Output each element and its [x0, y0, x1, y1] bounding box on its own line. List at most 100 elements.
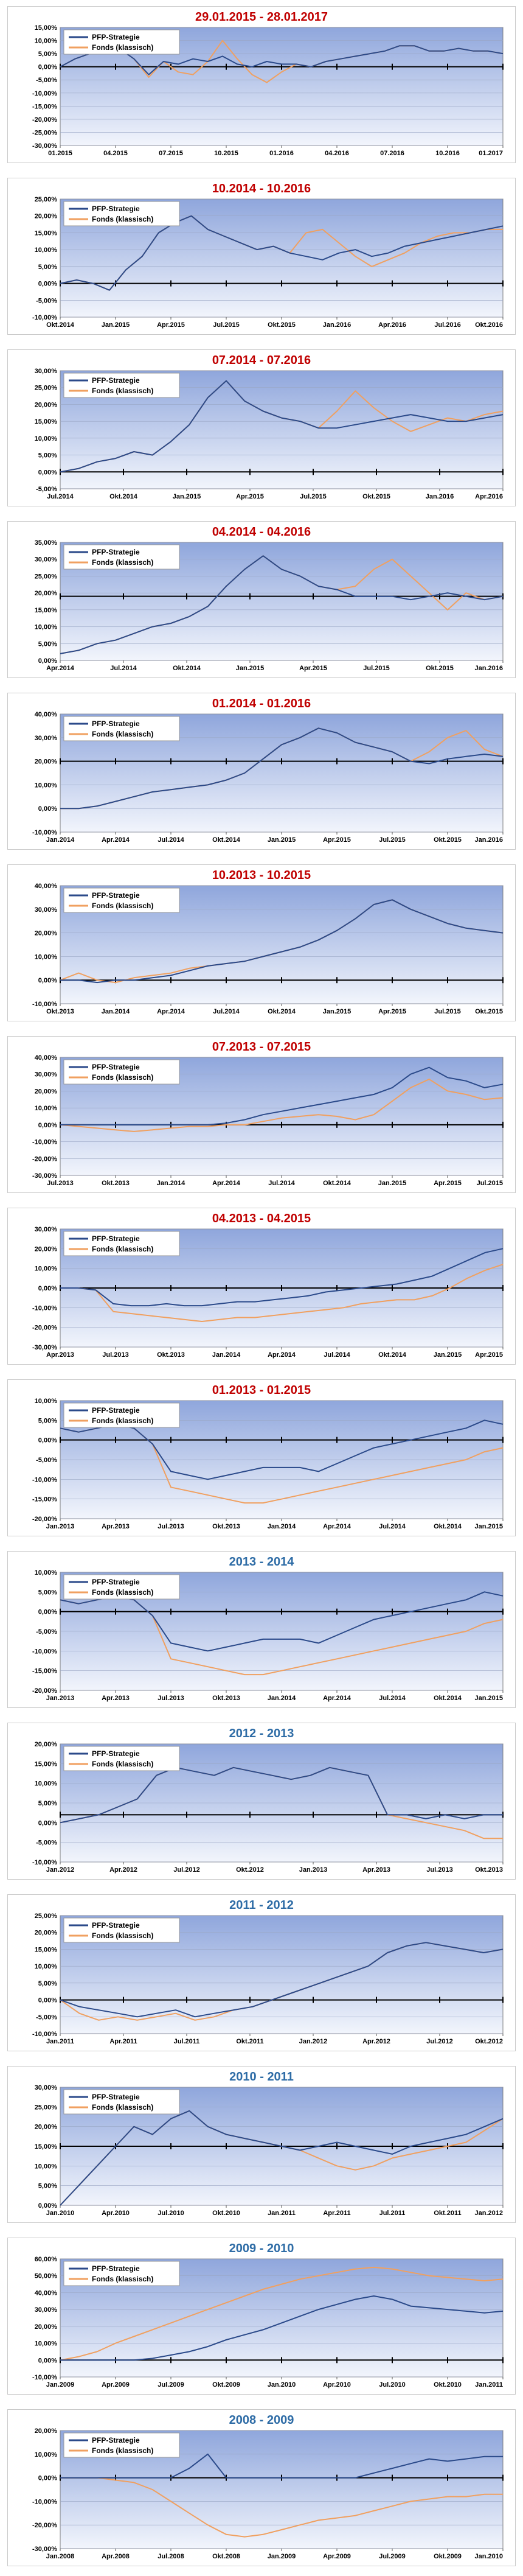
y-tick-label: -10,00% — [32, 2031, 57, 2038]
y-tick-label: 15,00% — [35, 229, 58, 237]
x-tick-label: Jul.2010 — [379, 2381, 405, 2389]
chart-svg: 15,00% 10,00% 5,00% 0,00% -5,00% -10,00% -15,0… — [32, 24, 504, 157]
y-tick-label: -5,00% — [36, 1839, 57, 1847]
chart-panel: 04.2014 - 04.2016 35,00% 30,00% 25,00% 20,00… — [7, 521, 516, 678]
x-tick-label: Jan.2010 — [268, 2381, 296, 2389]
x-tick-label: Jul.2012 — [173, 1866, 199, 1874]
y-tick-label: -10,00% — [32, 1476, 57, 1483]
chart-title: 07.2014 - 07.2016 — [212, 354, 311, 367]
legend-label-strategy: PFP-Strategie — [92, 376, 140, 385]
y-tick-label: 10,00% — [35, 782, 58, 789]
x-tick-label: Okt.2015 — [362, 493, 390, 500]
chart-title: 2008 - 2009 — [229, 2413, 294, 2427]
x-tick-label: Jul.2015 — [434, 1008, 460, 1015]
y-tick-label: 0,00% — [38, 2357, 57, 2364]
x-tick-label: Okt.2012 — [475, 2038, 503, 2045]
y-tick-label: 25,00% — [35, 385, 58, 392]
y-tick-label: 0,00% — [38, 1819, 57, 1827]
x-tick-label: Okt.2014 — [434, 1523, 462, 1530]
legend — [63, 201, 180, 226]
x-tick-label: Jan.2014 — [157, 1180, 185, 1187]
legend — [63, 1059, 180, 1085]
x-tick-label: Okt.2014 — [268, 1008, 296, 1015]
y-tick-label: 30,00% — [35, 1226, 58, 1233]
chart-panel: 2010 - 2011 30,00% 25,00% 20,00% 15,00% 10,00… — [7, 2066, 516, 2223]
x-tick-label: Jul.2010 — [158, 2210, 184, 2217]
x-tick-label: Jan.2015 — [323, 1008, 351, 1015]
x-tick-label: Jan.2015 — [102, 321, 130, 329]
y-tick-label: 20,00% — [35, 2427, 58, 2435]
x-tick-label: Apr.2015 — [434, 1180, 462, 1187]
x-tick-label: Jan.2016 — [323, 321, 351, 329]
x-tick-label: Okt.2010 — [434, 2381, 462, 2389]
x-tick-label: Jan.2015 — [173, 493, 201, 500]
x-tick-label: Okt.2010 — [212, 2210, 240, 2217]
y-tick-label: -5,00% — [36, 2014, 57, 2021]
y-tick-label: 50,00% — [35, 2273, 58, 2280]
chart-title: 2012 - 2013 — [229, 1727, 294, 1740]
y-tick-label: -5,00% — [36, 1457, 57, 1464]
chart-svg: 40,00%30,00%20,00%10,00%0,00%-10,00%Okt.… — [32, 883, 504, 1015]
legend-label-strategy: PFP-Strategie — [92, 1406, 140, 1415]
chart-panel: 01.2014 - 01.2016 40,00% 30,00% 20,00% 10,00… — [7, 693, 516, 850]
x-tick-label: Jan.2009 — [46, 2381, 74, 2389]
legend — [63, 716, 180, 741]
x-tick-label: Jan.2015 — [475, 1523, 503, 1530]
x-tick-label: Jul.2014 — [47, 493, 74, 500]
legend — [63, 1917, 180, 1943]
legend — [63, 2089, 180, 2115]
x-tick-label: Apr.2012 — [362, 2038, 390, 2045]
series-line-fund — [60, 2477, 503, 2538]
x-tick-label: Okt.2011 — [434, 2210, 461, 2217]
x-tick-label: Jul.2013 — [426, 1866, 452, 1874]
x-tick-label: Jan.2014 — [212, 1351, 241, 1359]
x-tick-label: Jul.2011 — [379, 2210, 406, 2217]
series-line-strategy — [60, 380, 504, 473]
legend — [63, 2432, 180, 2458]
chart-svg: 30,00% 25,00% 20,00% 15,00% 10,00% 5,00% 0,00%… — [35, 368, 504, 500]
x-tick-label: Okt.2009 — [212, 2381, 240, 2389]
y-tick-label: 15,00% — [35, 418, 58, 425]
x-tick-label: Jan.2016 — [475, 665, 503, 672]
x-tick-label: Jan.2014 — [268, 1695, 296, 1702]
y-tick-label: 15,00% — [35, 1760, 58, 1768]
legend — [63, 544, 180, 570]
y-tick-label: 5,00% — [38, 640, 57, 648]
legend-label-strategy: PFP-Strategie — [92, 1749, 140, 1758]
y-tick-label: -5,00% — [36, 77, 57, 84]
y-tick-label: 5,00% — [38, 264, 57, 271]
x-tick-label: Jan.2013 — [299, 1866, 327, 1874]
x-tick-label: Jul.2015 — [300, 493, 326, 500]
x-tick-label: Okt.2013 — [102, 1180, 130, 1187]
y-tick-label: 15,00% — [35, 1946, 58, 1953]
legend — [63, 1402, 180, 1428]
x-tick-label: Apr.2010 — [102, 2210, 130, 2217]
x-tick-label: Apr.2014 — [102, 836, 130, 844]
y-tick-label: -10,00% — [32, 1139, 57, 1146]
x-tick-label: 04.2015 — [103, 150, 128, 157]
x-tick-label: Apr.2015 — [236, 493, 264, 500]
x-tick-label: Jan.2009 — [268, 2553, 296, 2560]
chart-panel: 10.2013 - 10.2015 40,00% 30,00% 20,00% 10,00… — [7, 864, 516, 1021]
x-tick-label: Apr.2011 — [323, 2210, 350, 2217]
x-tick-label: Okt.2009 — [434, 2553, 462, 2560]
y-tick-label: -5,00% — [36, 1628, 57, 1636]
y-tick-label: 30,00% — [35, 368, 58, 375]
x-tick-label: Jul.2013 — [158, 1523, 184, 1530]
y-tick-label: 40,00% — [35, 711, 58, 718]
y-tick-label: 20,00% — [35, 590, 58, 597]
x-tick-label: 10.2016 — [435, 150, 460, 157]
legend-label-strategy: PFP-Strategie — [92, 2093, 140, 2101]
x-tick-label: 07.2015 — [159, 150, 183, 157]
x-tick-label: Okt.2015 — [434, 836, 462, 844]
y-tick-label: 0,00% — [38, 1437, 57, 1444]
y-tick-label: 5,00% — [38, 1980, 57, 1987]
legend-label-fund: Fonds (klassisch) — [92, 1416, 153, 1425]
chart-svg: 40,00% 30,00% 20,00% 10,00% 0,00% -10,00% -20,… — [32, 1054, 504, 1187]
x-tick-label: Apr.2012 — [109, 1866, 137, 1874]
y-tick-label: -10,00% — [32, 829, 57, 836]
series-line-strategy — [60, 1066, 504, 1125]
x-tick-label: Jan.2013 — [46, 1695, 74, 1702]
chart-svg: 30,00% 20,00% 10,00% 0,00% -10,00% -20,00% -30… — [32, 1226, 504, 1359]
x-tick-label: Okt.2013 — [475, 1866, 503, 1874]
